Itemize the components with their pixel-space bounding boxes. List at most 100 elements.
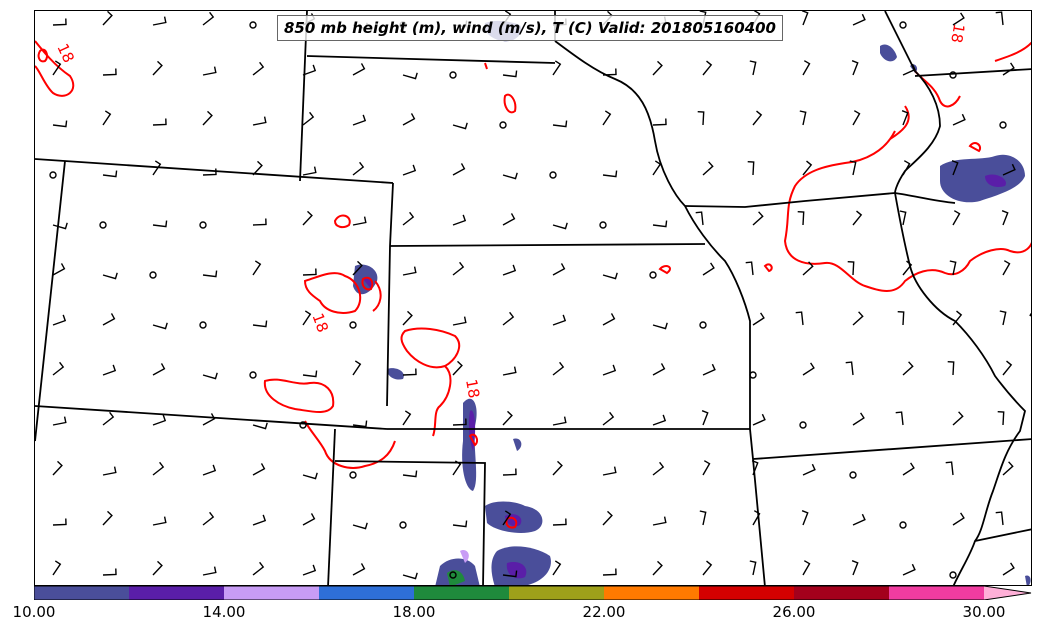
colorbar-tick-label: 22.00 [582, 603, 626, 621]
map-area: 18 18 18 18 [34, 10, 1032, 586]
wind-barb [152, 414, 167, 426]
wind-barb [152, 560, 163, 576]
wind-barb [802, 60, 811, 76]
wind-barb [997, 411, 1005, 426]
wind-barb [252, 422, 268, 430]
wind-barb [152, 322, 168, 330]
calm-wind-marker [349, 471, 357, 479]
wind-barb [502, 570, 518, 578]
wind-barb [802, 362, 815, 376]
calm-wind-marker [199, 221, 207, 229]
wind-barb [502, 510, 512, 526]
wind-barb [52, 416, 67, 426]
wind-barb [252, 320, 268, 328]
wind-barb [252, 260, 262, 276]
calm-wind-marker [899, 21, 907, 29]
wind-barb [902, 260, 913, 276]
wind-barb [552, 120, 568, 128]
wind-barb [402, 266, 417, 276]
wind-barb [302, 268, 317, 276]
wind-barb [851, 60, 859, 76]
wind-barb [352, 563, 366, 576]
wind-barb [52, 560, 62, 576]
wind-barb [402, 572, 418, 580]
wind-barb [699, 510, 707, 526]
wind-barb [102, 466, 117, 476]
wind-barb [952, 512, 965, 526]
calm-wind-marker [149, 271, 157, 279]
wind-barb [1002, 461, 1014, 476]
calm-wind-marker [749, 371, 757, 379]
wind-barb [102, 11, 113, 26]
wind-barb [152, 16, 167, 26]
colorbar-tick-label: 10.00 [12, 603, 56, 621]
wind-barb [452, 122, 468, 130]
wind-barb [52, 314, 67, 326]
wind-barb [402, 72, 418, 80]
wind-barb [947, 361, 955, 376]
wind-barb [152, 220, 168, 228]
wind-barb [52, 460, 63, 476]
wind-barb [1002, 62, 1015, 76]
wind-barb [745, 261, 754, 276]
wind-barb [995, 11, 1004, 26]
colorbar-segment [509, 586, 605, 600]
wind-barb [52, 120, 68, 128]
calm-wind-marker [649, 271, 657, 279]
wind-barb [402, 470, 418, 478]
calm-wind-marker [599, 221, 607, 229]
wind-barb [797, 211, 805, 226]
wind-barb [852, 513, 866, 526]
wind-barb [252, 61, 265, 76]
colorbar-segment [414, 586, 510, 600]
wind-barb [52, 222, 68, 230]
wind-barb [302, 111, 315, 126]
calm-wind-marker [199, 321, 207, 329]
wind-barb [995, 511, 1004, 526]
colorbar-tick-label: 14.00 [202, 603, 246, 621]
wind-barb [352, 63, 366, 76]
wind-barb [452, 261, 465, 276]
wind-barb [652, 322, 668, 330]
wind-barb [202, 270, 218, 278]
wind-barb [252, 160, 263, 176]
wind-barb [152, 516, 167, 526]
wind-barb [502, 213, 516, 226]
wind-barb [452, 316, 467, 326]
wind-barb [352, 420, 368, 428]
calm-wind-marker [299, 421, 307, 429]
wind-barb [902, 462, 915, 476]
state-boundaries [35, 11, 1031, 585]
wind-barb [302, 64, 317, 76]
calm-wind-marker [549, 171, 557, 179]
wind-barb [452, 460, 462, 476]
wind-barb [752, 211, 764, 226]
calm-wind-marker [999, 121, 1007, 129]
wind-barb [552, 222, 568, 230]
wind-barb [302, 210, 313, 226]
wind-barb [752, 510, 761, 526]
wind-barb [452, 360, 463, 376]
colorbar-segment [889, 586, 985, 600]
wind-barb [302, 166, 317, 176]
precip-shading [353, 20, 1031, 585]
wind-barb [652, 118, 667, 126]
wind-barb [252, 463, 266, 476]
wind-barb [802, 463, 816, 476]
colorbar-segment [319, 586, 415, 600]
wind-barb [352, 360, 362, 376]
wind-barb [402, 410, 412, 426]
wind-barb [602, 68, 617, 76]
wind-barb [902, 563, 916, 576]
wind-barb [102, 510, 113, 526]
wind-barb [252, 116, 267, 126]
wind-barb [852, 13, 866, 26]
wind-barb [851, 560, 859, 576]
wind-barb [352, 260, 363, 276]
wind-barb [502, 264, 517, 276]
wind-barb [102, 170, 118, 178]
wind-barb [1002, 260, 1011, 276]
colorbar-segment [224, 586, 320, 600]
wind-barb [802, 261, 814, 276]
wind-barb [795, 311, 804, 326]
